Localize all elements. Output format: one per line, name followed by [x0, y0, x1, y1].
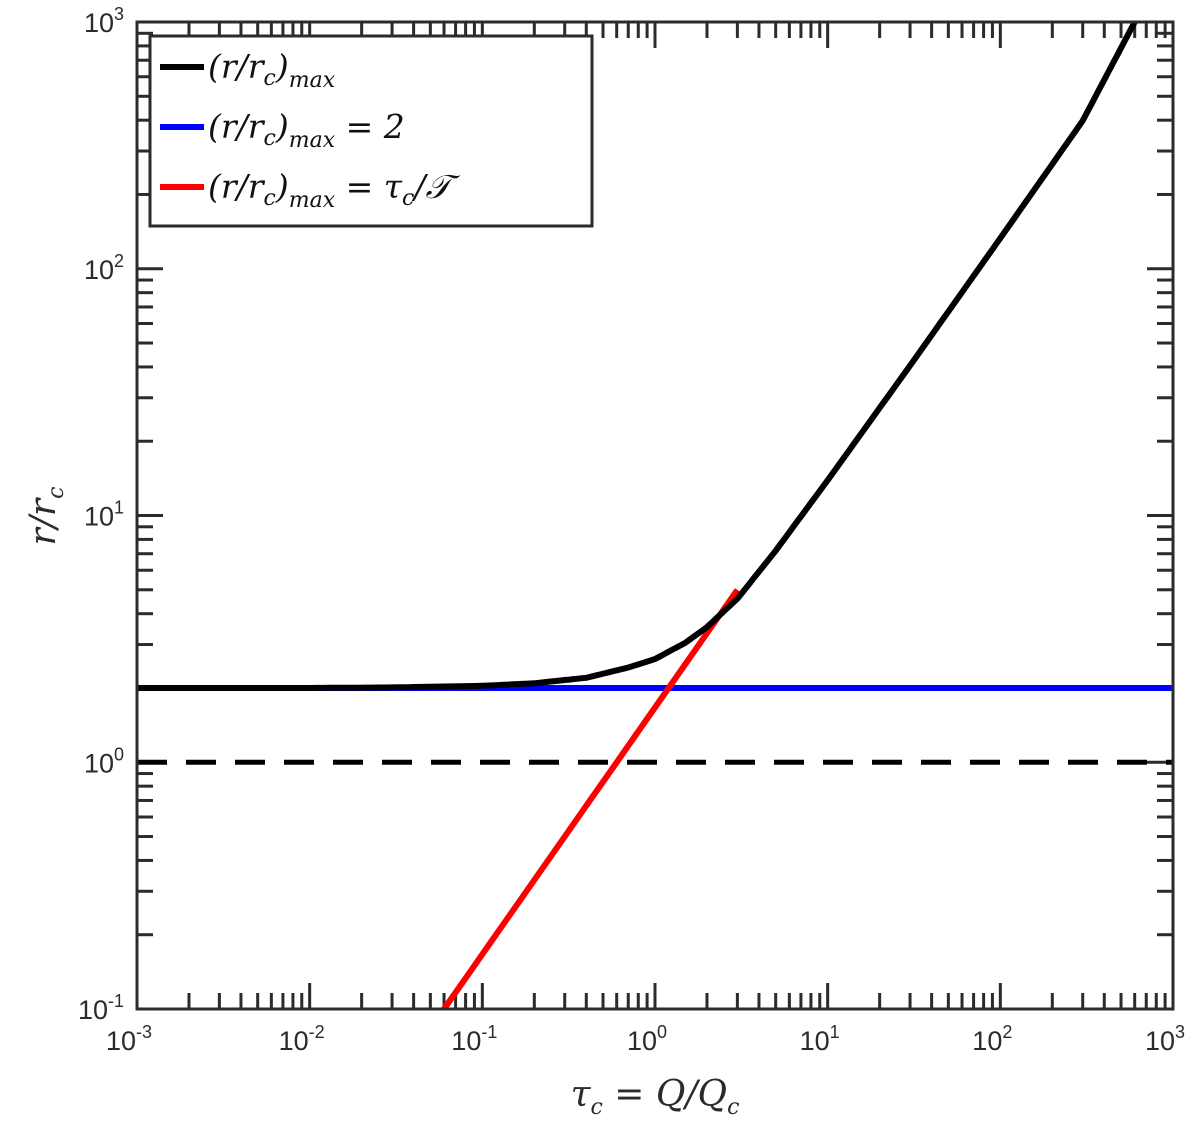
axis-ticks: [135, 20, 1175, 1011]
y-tick-label: 100: [84, 744, 124, 778]
series-line-2: [441, 588, 740, 1011]
y-tick-label: 10-1: [78, 991, 124, 1025]
x-tick-label: 102: [972, 1022, 1012, 1056]
x-axis-label: τc = Q/Qc: [571, 1074, 740, 1120]
legend-box: [148, 34, 594, 228]
y-axis-label: r/rc: [23, 487, 69, 546]
x-tick-label: 103: [1145, 1022, 1185, 1056]
legend-entry: (r/rc)max: [208, 47, 336, 93]
x-tick-label: 10-2: [279, 1022, 325, 1056]
x-tick-label: 10-1: [451, 1022, 497, 1056]
legend: (r/rc)max(r/rc)max = 2(r/rc)max = τc/𝒯: [148, 34, 594, 228]
x-tick-label: 100: [627, 1022, 667, 1056]
tick-labels: 10-3 10-2 10-1 100 101 102 103 10-1 100 101 102 103: [78, 4, 1185, 1056]
series-layer: [137, 20, 1173, 1011]
legend-entry: (r/rc)max = 2: [208, 107, 405, 153]
y-tick-label: 102: [84, 251, 124, 285]
series-line-0: [137, 20, 1138, 691]
plot-frame: [135, 20, 1175, 1011]
y-tick-label: 101: [84, 498, 124, 532]
y-tick-label: 103: [84, 4, 124, 38]
x-tick-label: 10-3: [106, 1022, 152, 1056]
x-tick-label: 101: [800, 1022, 840, 1056]
